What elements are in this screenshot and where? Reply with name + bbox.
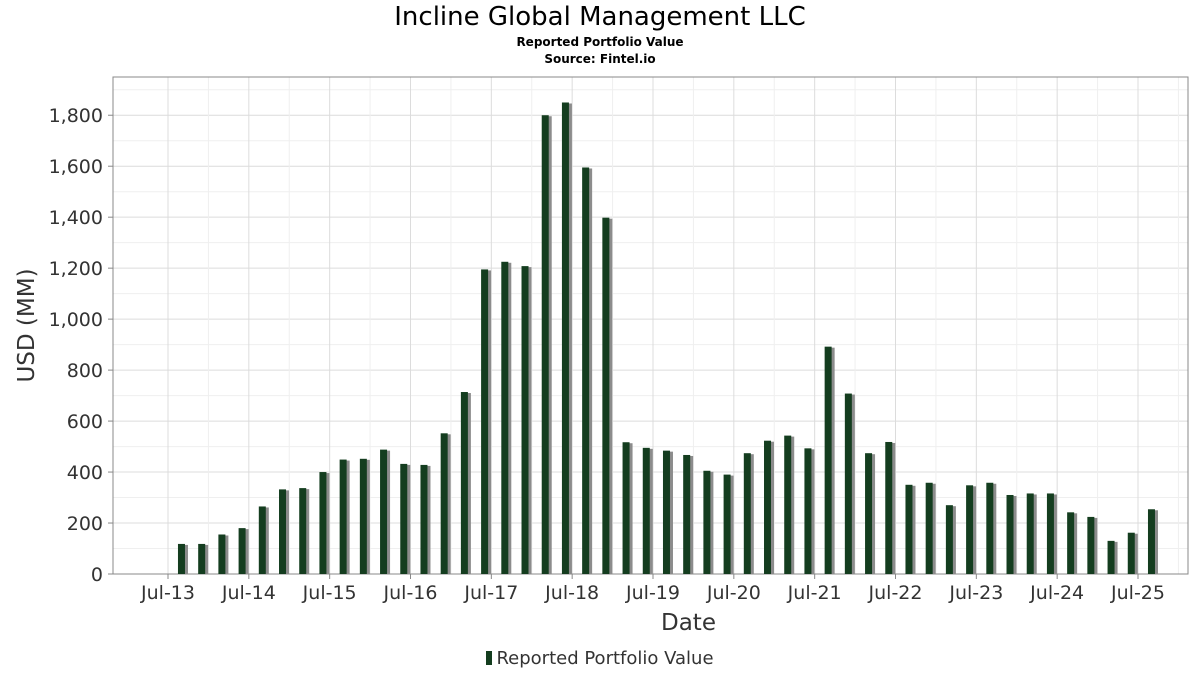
x-axis-label: Date bbox=[661, 610, 716, 636]
x-tick-label: Jul-25 bbox=[1110, 582, 1165, 604]
bar bbox=[1127, 532, 1135, 574]
bar bbox=[764, 440, 772, 574]
bar bbox=[844, 393, 852, 574]
bar bbox=[1087, 516, 1095, 574]
bar bbox=[986, 482, 994, 574]
y-tick-label: 1,600 bbox=[49, 156, 103, 178]
legend-swatch bbox=[486, 651, 493, 665]
bar bbox=[1147, 509, 1155, 574]
x-tick-label: Jul-23 bbox=[948, 582, 1003, 604]
bar bbox=[561, 102, 569, 574]
bar bbox=[218, 534, 226, 574]
bar bbox=[784, 435, 792, 574]
bar bbox=[380, 449, 388, 574]
y-tick-label: 1,200 bbox=[49, 258, 103, 280]
bar bbox=[602, 217, 610, 575]
x-tick-label: Jul-16 bbox=[383, 582, 438, 604]
bar bbox=[622, 442, 630, 574]
x-tick-label: Jul-15 bbox=[302, 582, 357, 604]
bar bbox=[400, 463, 408, 574]
x-tick-label: Jul-14 bbox=[221, 582, 276, 604]
bar bbox=[1006, 494, 1014, 574]
bar bbox=[824, 346, 832, 574]
bar bbox=[1046, 493, 1054, 574]
bar bbox=[743, 453, 751, 574]
bar bbox=[925, 482, 933, 574]
x-tick-label: Jul-18 bbox=[544, 582, 599, 604]
chart-title: Incline Global Management LLC bbox=[394, 2, 806, 32]
bar bbox=[1067, 512, 1075, 574]
y-tick-label: 0 bbox=[91, 564, 103, 586]
chart-subtitle: Reported Portfolio Value bbox=[516, 35, 684, 49]
y-tick-label: 1,800 bbox=[49, 105, 103, 127]
x-tick-label: Jul-17 bbox=[463, 582, 518, 604]
bar bbox=[683, 454, 691, 574]
bar bbox=[885, 441, 893, 574]
bar bbox=[501, 261, 509, 574]
bar bbox=[299, 488, 307, 574]
y-axis-label: USD (MM) bbox=[14, 268, 40, 382]
bar bbox=[865, 453, 873, 574]
y-tick-label: 1,000 bbox=[49, 309, 103, 331]
legend-label: Reported Portfolio Value bbox=[496, 648, 714, 669]
x-tick-label: Jul-19 bbox=[625, 582, 680, 604]
bar bbox=[420, 464, 428, 574]
bar bbox=[258, 506, 266, 574]
bar bbox=[703, 470, 711, 574]
bar bbox=[642, 447, 650, 574]
y-tick-label: 400 bbox=[67, 462, 103, 484]
legend: Reported Portfolio Value bbox=[0, 648, 1200, 669]
bar bbox=[359, 458, 367, 574]
y-tick-label: 1,400 bbox=[49, 207, 103, 229]
y-tick-label: 200 bbox=[67, 513, 103, 535]
bar bbox=[1107, 540, 1115, 574]
bar bbox=[460, 392, 468, 574]
bar bbox=[481, 269, 489, 574]
bar bbox=[319, 472, 327, 574]
y-tick-label: 600 bbox=[67, 411, 103, 433]
x-tick-label: Jul-20 bbox=[706, 582, 761, 604]
bar bbox=[945, 505, 953, 574]
bar bbox=[662, 450, 670, 574]
bar bbox=[440, 433, 448, 574]
x-tick-label: Jul-22 bbox=[868, 582, 923, 604]
bar bbox=[804, 448, 812, 574]
x-tick-label: Jul-21 bbox=[787, 582, 842, 604]
bar bbox=[198, 543, 206, 574]
bar bbox=[905, 484, 913, 574]
bar bbox=[279, 489, 287, 574]
bar bbox=[966, 485, 974, 574]
bar bbox=[521, 266, 529, 574]
bar bbox=[238, 528, 246, 574]
chart-source: Source: Fintel.io bbox=[544, 52, 656, 66]
bar bbox=[723, 474, 731, 574]
bar bbox=[582, 167, 590, 574]
bar bbox=[177, 543, 185, 574]
y-tick-label: 800 bbox=[67, 360, 103, 382]
bar bbox=[339, 459, 347, 574]
bar bbox=[541, 115, 549, 574]
bar bbox=[1026, 493, 1034, 574]
x-tick-label: Jul-24 bbox=[1029, 582, 1084, 604]
x-tick-label: Jul-13 bbox=[140, 582, 195, 604]
